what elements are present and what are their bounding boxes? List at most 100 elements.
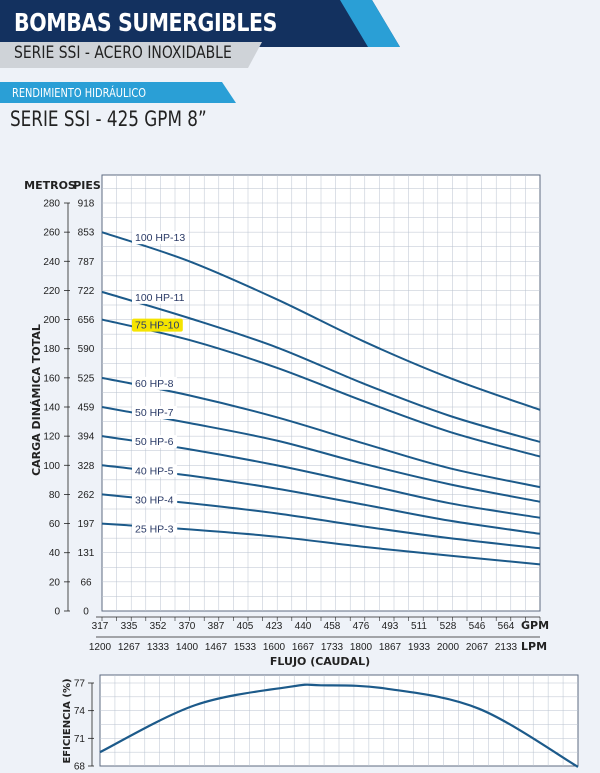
x-tick-label-lpm: 1867 <box>379 642 402 653</box>
y-tick-label-pies: 459 <box>78 403 95 414</box>
y-tick-label-pies: 66 <box>80 577 92 588</box>
section-label: RENDIMIENTO HIDRÁULICO <box>12 86 147 100</box>
x-tick-label-lpm: 1333 <box>147 642 170 653</box>
subtitle-banner <box>0 42 262 68</box>
efficiency-chart-curve <box>99 683 579 768</box>
curve-label: 50 HP-7 <box>135 407 174 419</box>
x-tick-label-gpm: 387 <box>208 621 225 632</box>
x-tick-label-lpm: 1200 <box>89 642 112 653</box>
pump-curve <box>101 522 541 566</box>
y-tick-label-metros: 80 <box>49 490 61 501</box>
x-tick-label-lpm: 1400 <box>176 642 199 653</box>
y-tick-label-pies: 131 <box>78 548 95 559</box>
y-tick-label-pies: 262 <box>78 490 95 501</box>
curve-label-background <box>132 376 178 390</box>
curve-label: 40 HP-5 <box>135 465 174 477</box>
main-chart-labels: 100 HP-13 100 HP-11 75 HP-10 60 HP-8 50 HP-7… <box>132 231 189 536</box>
x-tick-label-lpm: 2000 <box>437 642 460 653</box>
pump-curve <box>101 376 541 489</box>
curve-label: 100 HP-13 <box>135 232 185 244</box>
x-tick-label-gpm: 476 <box>353 621 370 632</box>
y-units-right: PIES <box>73 179 101 192</box>
y-tick-label-pies: 787 <box>78 257 95 268</box>
y-tick-label-metros: 260 <box>43 228 60 239</box>
x-tick-label-lpm: 1800 <box>350 642 373 653</box>
y-tick-label-metros: 120 <box>43 432 60 443</box>
y-tick-label-pies: 328 <box>78 461 95 472</box>
y-tick-label-metros: 140 <box>43 403 60 414</box>
series-title: SERIE SSI - 425 GPM 8” <box>10 107 207 131</box>
page-subtitle: SERIE SSI - ACERO INOXIDABLE <box>14 43 232 63</box>
efficiency-y-tick-label: 74 <box>74 706 86 717</box>
y-units-left: METROS <box>24 179 76 192</box>
x-tick-label-lpm: 1533 <box>234 642 257 653</box>
y-tick-label-pies: 197 <box>78 519 95 530</box>
efficiency-y-label: EFICIENCIA (%) <box>62 678 73 763</box>
x-tick-label-lpm: 2133 <box>495 642 518 653</box>
y-tick-label-metros: 20 <box>49 577 61 588</box>
y-tick-label-metros: 100 <box>43 461 60 472</box>
x-tick-label-lpm: 1267 <box>118 642 141 653</box>
x-tick-label-gpm: 405 <box>237 621 254 632</box>
pump-curve <box>101 464 541 535</box>
y-axis-label: CARGA DINÁMICA TOTAL <box>30 324 43 476</box>
x-tick-label-gpm: 546 <box>469 621 486 632</box>
curve-label: 25 HP-3 <box>135 524 174 536</box>
y-tick-label-pies: 0 <box>83 607 89 618</box>
header-blue-stripe <box>340 0 400 47</box>
x-tick-label-gpm: 423 <box>266 621 283 632</box>
x-tick-label-gpm: 440 <box>295 621 312 632</box>
curve-label: 50 HP-6 <box>135 436 174 448</box>
y-tick-label-pies: 525 <box>78 373 95 384</box>
pump-curve <box>101 231 541 411</box>
x-tick-label-gpm: 564 <box>498 621 515 632</box>
pump-curve <box>101 290 541 443</box>
y-tick-label-metros: 40 <box>49 548 61 559</box>
curve-label: 100 HP-11 <box>135 292 185 304</box>
curve-label-background <box>132 406 178 419</box>
x-unit-lpm: LPM <box>521 640 547 653</box>
main-chart-curves <box>101 231 541 566</box>
section-banner <box>0 82 236 103</box>
efficiency-y-tick-label: 77 <box>74 679 86 690</box>
highlight-marker <box>132 318 183 332</box>
efficiency-chart-axes: 68 71 74 77 <box>74 679 94 773</box>
curve-label: 75 HP-10 <box>135 320 180 332</box>
x-unit-gpm: GPM <box>521 619 549 632</box>
y-tick-label-metros: 200 <box>43 315 60 326</box>
x-tick-label-gpm: 493 <box>382 621 399 632</box>
x-tick-label-gpm: 352 <box>150 621 167 632</box>
x-tick-label-lpm: 1733 <box>321 642 344 653</box>
curve-label: 60 HP-8 <box>135 378 174 390</box>
efficiency-chart-grid <box>99 674 579 767</box>
efficiency-y-tick-label: 68 <box>74 762 86 773</box>
y-tick-label-pies: 394 <box>78 432 95 443</box>
y-tick-label-metros: 60 <box>49 519 61 530</box>
pump-curve <box>101 318 541 458</box>
main-chart-axes: 0 0 20 66 40 131 60 197 80 262 100 328 120 394 140 459 1… <box>43 199 541 653</box>
x-tick-label-lpm: 1933 <box>408 642 431 653</box>
y-tick-label-metros: 0 <box>54 607 60 618</box>
curve-label-background <box>132 231 189 245</box>
header-navy-banner <box>0 0 400 47</box>
pump-curve <box>101 435 541 519</box>
y-tick-label-metros: 240 <box>43 257 60 268</box>
y-tick-label-metros: 180 <box>43 344 60 355</box>
x-tick-label-lpm: 1667 <box>292 642 315 653</box>
curve-label-background <box>132 464 178 478</box>
curve-label-background <box>132 435 178 449</box>
x-tick-label-gpm: 458 <box>324 621 341 632</box>
header-banners <box>0 0 400 103</box>
y-tick-label-pies: 656 <box>78 315 95 326</box>
x-tick-label-gpm: 511 <box>411 621 427 632</box>
x-tick-label-gpm: 370 <box>179 621 196 632</box>
efficiency-curve <box>99 683 579 768</box>
x-tick-label-lpm: 1600 <box>263 642 286 653</box>
curve-label: 30 HP-4 <box>135 494 174 506</box>
curve-label-background <box>132 290 189 304</box>
y-tick-label-pies: 722 <box>78 286 95 297</box>
curve-label-background <box>132 493 178 507</box>
x-tick-label-gpm: 317 <box>92 621 109 632</box>
x-tick-label-lpm: 1467 <box>205 642 228 653</box>
